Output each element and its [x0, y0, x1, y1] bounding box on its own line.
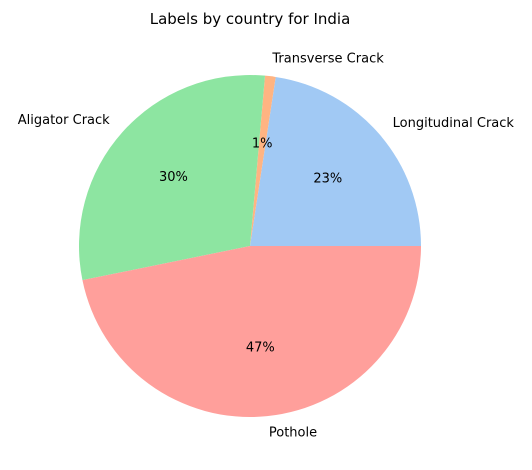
slice-percent-aligator-crack: 30%: [159, 170, 188, 185]
slice-percent-labels: 23% 1% 30% 47%: [159, 137, 342, 356]
slice-label-pothole: Pothole: [269, 426, 317, 441]
pie-slice-transverse-crack: [250, 75, 276, 246]
pie-slice-aligator-crack: [78, 74, 266, 281]
slice-percent-pothole: 47%: [246, 341, 275, 356]
slice-label-longitudinal-crack: Longitudinal Crack: [393, 116, 515, 131]
slice-labels: Longitudinal Crack Transverse Crack Aligat…: [18, 52, 515, 441]
chart-title: Labels by country for India: [150, 10, 351, 28]
slice-percent-longitudinal-crack: 23%: [313, 172, 342, 187]
slice-label-aligator-crack: Aligator Crack: [18, 113, 110, 128]
pie-slice-longitudinal-crack: [250, 76, 421, 246]
slice-percent-transverse-crack: 1%: [252, 137, 273, 152]
slice-label-transverse-crack: Transverse Crack: [271, 52, 384, 67]
pie-slices: [78, 74, 421, 418]
pie-slice-pothole: [82, 246, 421, 418]
